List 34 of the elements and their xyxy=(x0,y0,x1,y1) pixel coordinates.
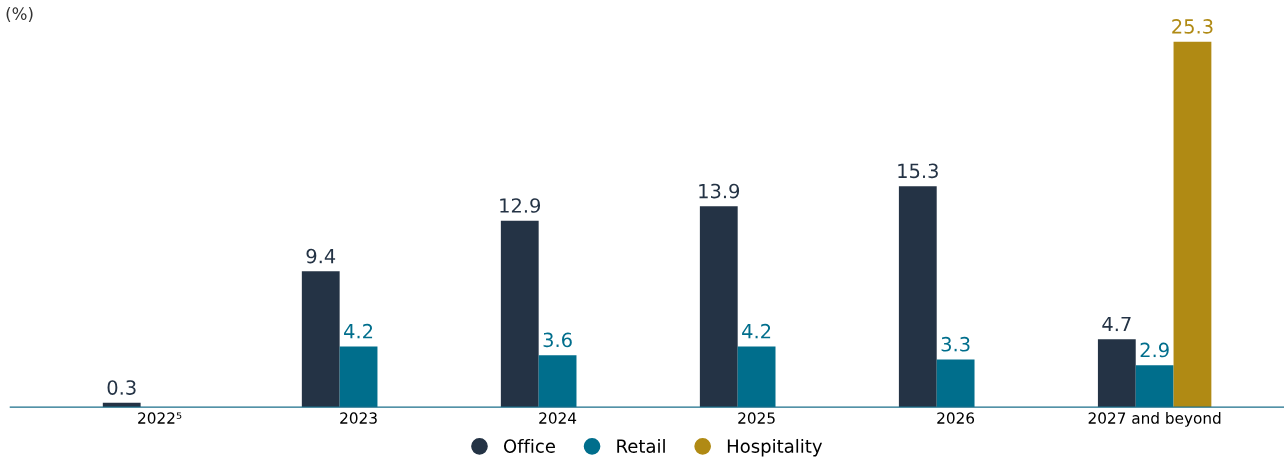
x-tick-label: 2027 and beyond xyxy=(1088,412,1221,427)
x-tick-label: 2023 xyxy=(340,412,377,424)
bar xyxy=(898,186,937,408)
data-label: 15.3 xyxy=(898,163,938,179)
data-label: 13.9 xyxy=(699,183,740,199)
bar xyxy=(301,271,340,408)
legend-label: Office xyxy=(503,438,555,453)
x-tick-label: 2026 xyxy=(937,412,975,424)
bar xyxy=(1097,339,1136,408)
bar xyxy=(936,359,975,408)
data-label: 4.7 xyxy=(1102,316,1131,332)
data-label: 3.6 xyxy=(543,332,572,348)
x-tick-label: 2022⁵ xyxy=(138,412,182,424)
bar xyxy=(1173,41,1212,408)
data-label: 25.3 xyxy=(1172,19,1213,34)
data-label: 4.2 xyxy=(344,323,373,339)
data-label: 4.2 xyxy=(742,323,771,339)
bar xyxy=(1135,365,1174,408)
data-label: 3.3 xyxy=(941,336,970,352)
data-label: 2.9 xyxy=(1140,342,1169,358)
bar xyxy=(500,220,539,408)
bar xyxy=(538,355,577,408)
bar xyxy=(699,206,738,408)
y-axis-title: (%) xyxy=(6,7,33,22)
bar xyxy=(102,402,141,408)
bar xyxy=(339,346,378,408)
x-tick-label: 2025 xyxy=(738,412,775,424)
data-label: 9.4 xyxy=(306,248,336,264)
bar xyxy=(737,346,776,408)
data-label: 12.9 xyxy=(500,198,541,213)
legend-label: Hospitality xyxy=(727,438,823,457)
data-label: 0.3 xyxy=(107,380,136,395)
legend-label: Retail xyxy=(617,438,665,453)
x-tick-label: 2024 xyxy=(539,412,577,424)
